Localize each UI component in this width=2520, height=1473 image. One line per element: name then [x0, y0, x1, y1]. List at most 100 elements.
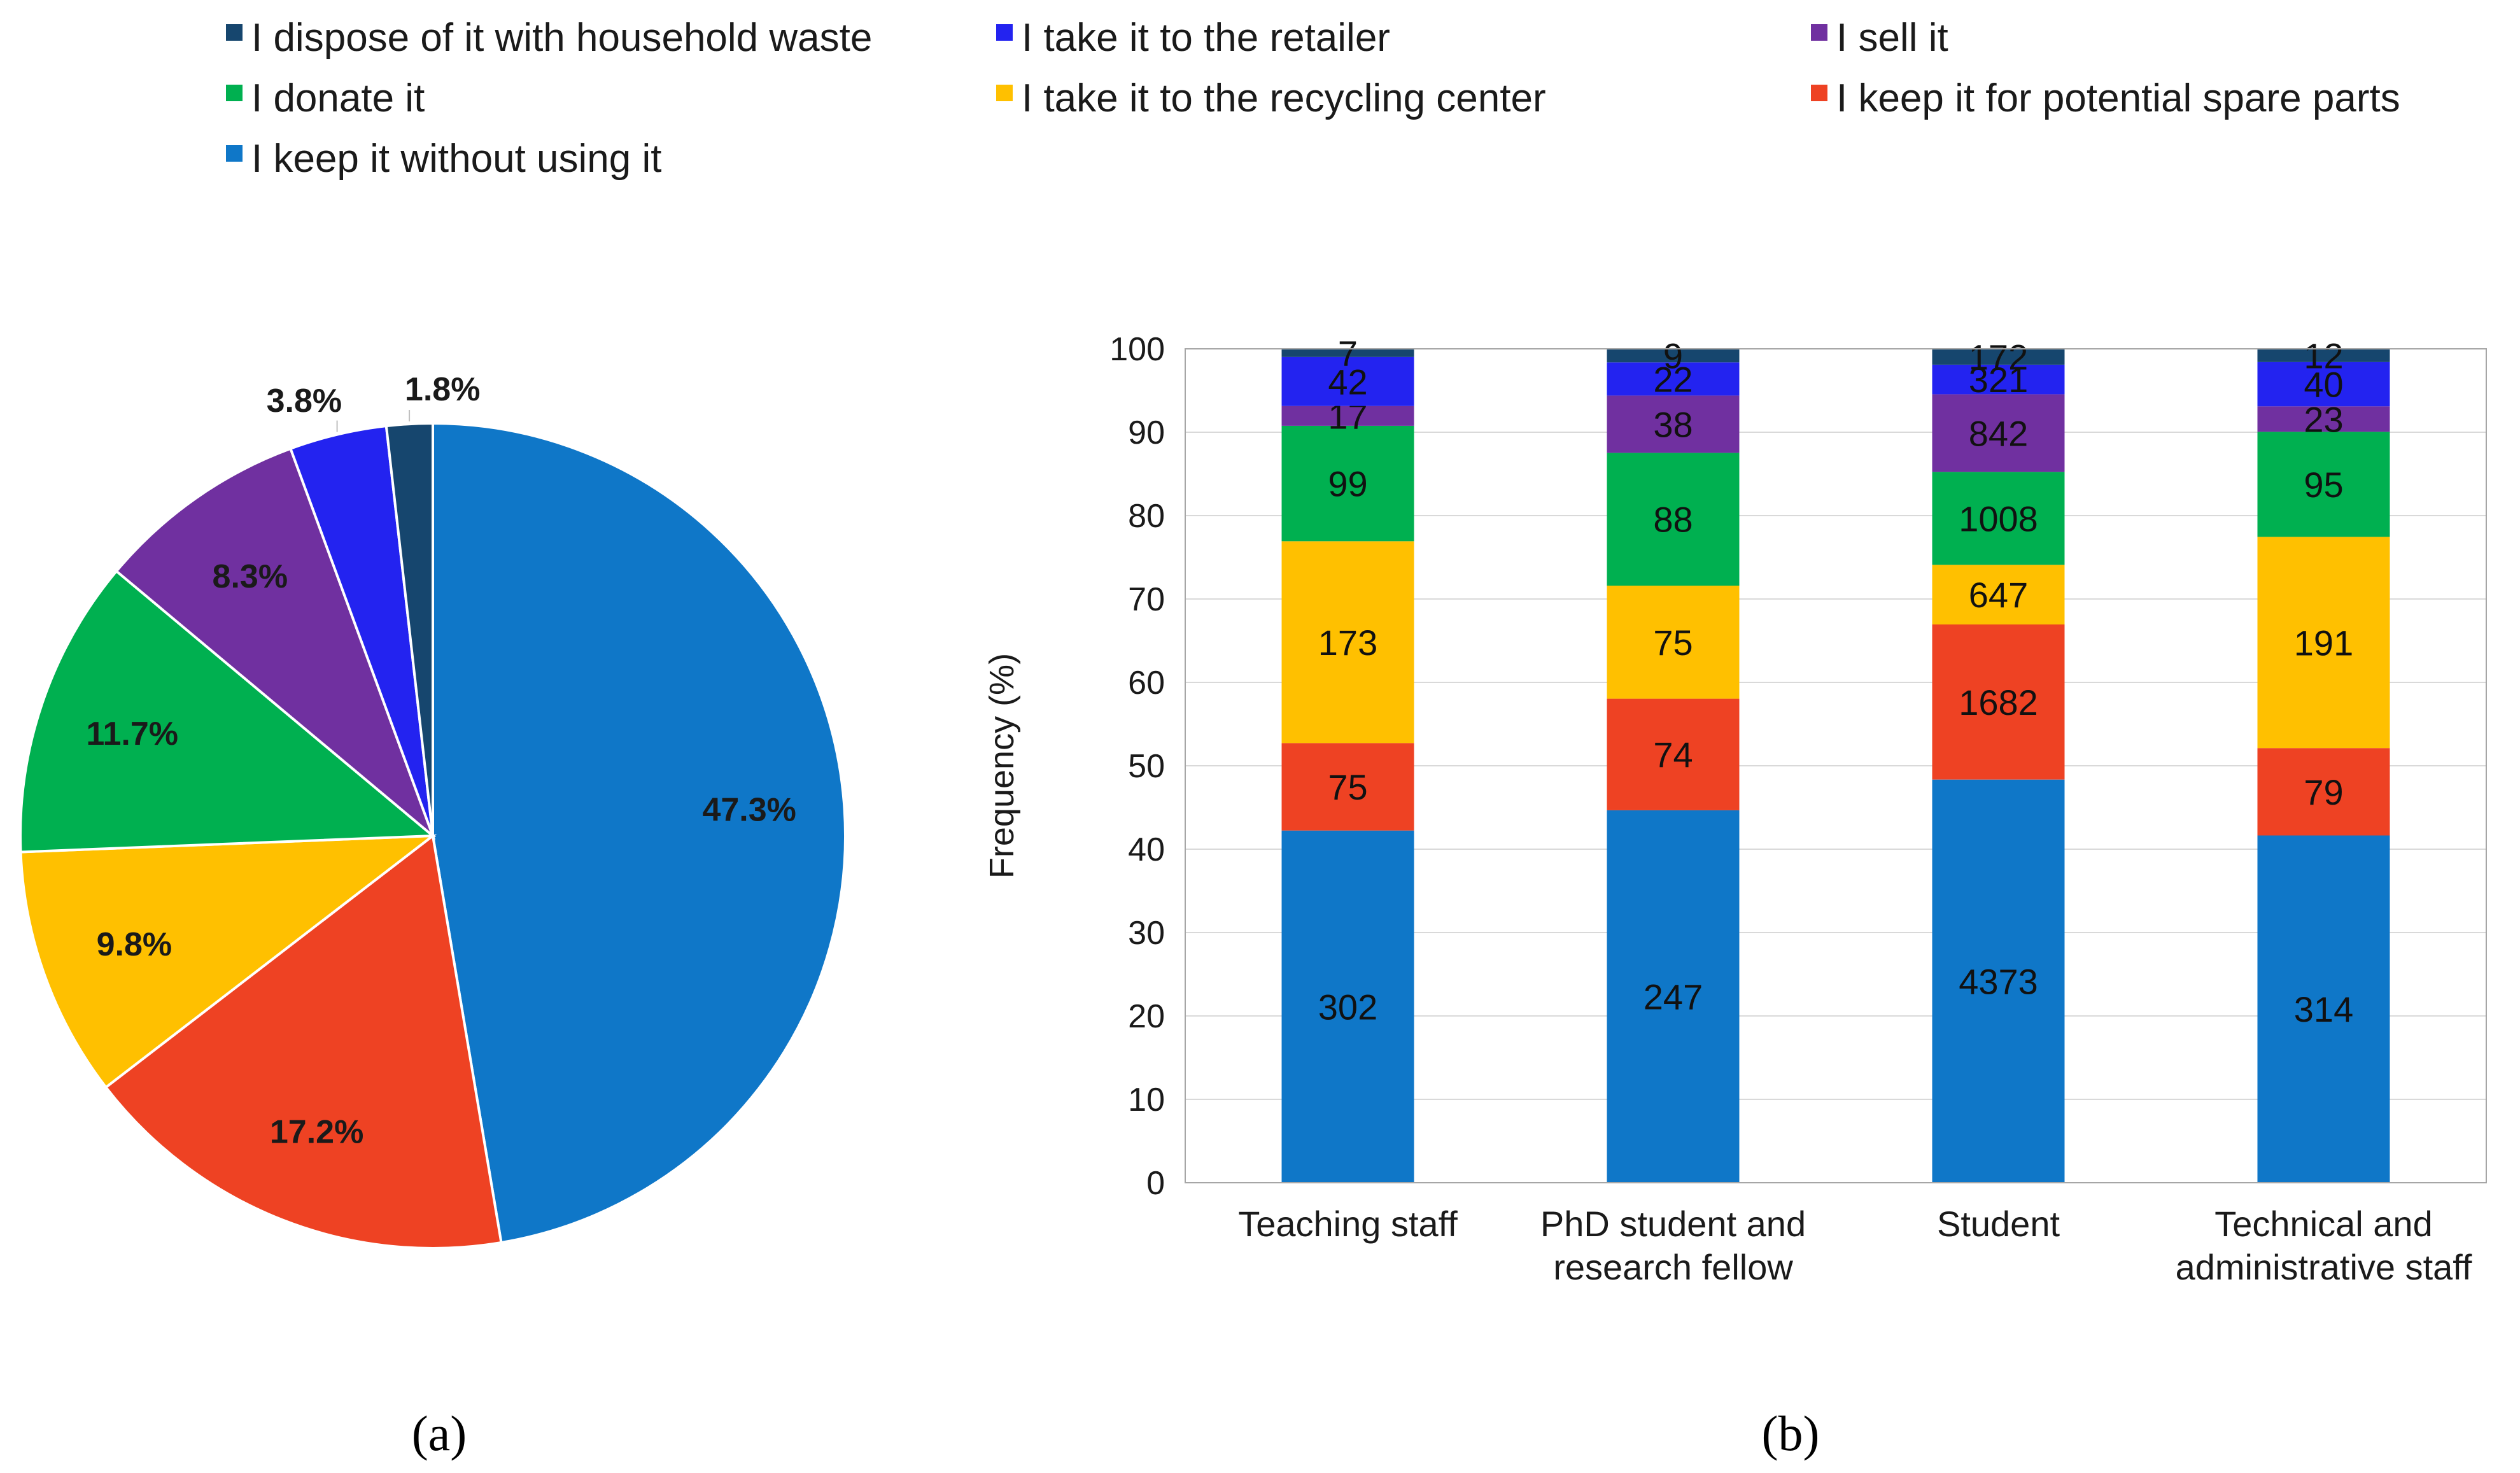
bar-segment: [1607, 395, 1740, 453]
bar-segment: [1932, 624, 2065, 780]
bar-value-label: 99: [1328, 464, 1367, 504]
bar-segment: [2257, 748, 2390, 836]
bar-value-label: 314: [2294, 989, 2353, 1029]
bar-value-label: 247: [1644, 976, 1703, 1017]
bar-segment: [1932, 565, 2065, 624]
legend-item: I keep it without using it: [226, 137, 661, 181]
bar-segment: [2257, 537, 2390, 749]
legend-label: I sell it: [1836, 16, 1948, 60]
bar-segment: [1281, 830, 1414, 1183]
legend-swatch: [996, 24, 1013, 41]
bar-value-label: 191: [2294, 623, 2353, 663]
bar-value-label: 74: [1653, 735, 1693, 775]
x-category-label: Technical and administrative staff: [2176, 1204, 2472, 1287]
bar-value-label: 173: [1318, 623, 1377, 663]
legend: I dispose of it with household waste I ta…: [226, 16, 2400, 181]
bar-value-label: 4373: [1959, 961, 2038, 1001]
pie-slice: [384, 421, 434, 836]
bar-segment: [1281, 356, 1414, 406]
bar-value-label: 9: [1663, 336, 1683, 376]
bar-value-label: 7: [1338, 333, 1358, 373]
bar-segment: [2257, 406, 2390, 432]
bar-value-label: 1682: [1959, 682, 2038, 722]
x-category-label: PhD student and research fellow: [1540, 1204, 1806, 1287]
legend-swatch: [226, 145, 243, 162]
legend-swatch: [226, 85, 243, 101]
y-tick-label: 0: [1146, 1165, 1165, 1202]
x-category-label: Teaching staff: [1238, 1204, 1458, 1244]
pie-slice-label: 47.3%: [702, 792, 796, 829]
legend-item: I donate it: [226, 76, 425, 120]
plot-frame: [1185, 348, 2487, 1183]
bar-segment: [1281, 743, 1414, 831]
y-tick-label: 50: [1128, 748, 1165, 785]
bar-value-label: 75: [1328, 767, 1367, 807]
bar-value-label: 95: [2304, 465, 2343, 505]
legend-item: I take it to the retailer: [996, 16, 1390, 60]
pie-slice-label: 8.3%: [213, 558, 288, 595]
y-tick-label: 80: [1128, 498, 1165, 535]
legend-label: I take it to the recycling center: [1022, 76, 1546, 120]
bar-segment: [1607, 585, 1740, 699]
legend-item: I keep it for potential spare parts: [1811, 76, 2400, 120]
bar-value-label: 22: [1653, 359, 1693, 399]
pie-slice-label: 17.2%: [270, 1113, 363, 1150]
bar-segment: [1607, 349, 1740, 363]
x-category-label: Student: [1937, 1204, 2060, 1244]
bar-segment: [2257, 362, 2390, 407]
legend-swatch: [1811, 85, 1827, 101]
bar-segment: [2257, 349, 2390, 362]
legend-label: I keep it for potential spare parts: [1836, 76, 2400, 120]
y-tick-label: 60: [1128, 665, 1165, 701]
bar-segment: [1281, 541, 1414, 744]
pie-slice-label: 9.8%: [97, 926, 172, 963]
y-axis-label: Frequency (%): [983, 653, 1021, 878]
legend-item: I take it to the recycling center: [996, 76, 1546, 120]
bar-value-label: 79: [2304, 772, 2343, 812]
legend-swatch: [996, 85, 1013, 101]
bar-segment: [1281, 425, 1414, 542]
bar-segment: [2257, 835, 2390, 1183]
legend-item: I dispose of it with household waste: [226, 16, 872, 60]
y-tick-label: 10: [1128, 1082, 1165, 1118]
bar-segment: [1607, 810, 1740, 1183]
bar-segment: [1932, 364, 2065, 395]
bar-segment: [1607, 362, 1740, 396]
stacked-bar-chart: 0 10 20 30 40 50 60 70 80 90 100 Frequency (%) 302 75…: [983, 331, 2487, 1287]
pie-slice: [19, 834, 437, 1089]
legend-label: I keep it without using it: [251, 137, 661, 181]
pie-slice-label: 11.7%: [86, 715, 178, 752]
bar-segment: [1281, 349, 1414, 357]
bar-value-label: 38: [1653, 404, 1693, 444]
bar-value-label: 75: [1653, 623, 1693, 663]
legend-label: I take it to the retailer: [1022, 16, 1390, 60]
y-tick-label: 100: [1109, 331, 1165, 368]
legend-label: I dispose of it with household waste: [251, 16, 872, 60]
bar-value-label: 321: [1969, 360, 2028, 400]
pie-slice: [432, 421, 847, 1244]
panel-label-b: (b): [1762, 1406, 1820, 1461]
bar-segment: [1932, 349, 2065, 365]
legend-swatch: [226, 24, 243, 41]
panel-label-a: (a): [412, 1406, 467, 1461]
bar-value-label: 88: [1653, 500, 1693, 540]
bar-value-label: 1008: [1959, 498, 2038, 539]
bar-value-label: 42: [1328, 362, 1367, 402]
bar-value-label: 40: [2304, 365, 2343, 405]
pie-slice-label: 3.8%: [267, 383, 342, 419]
bar-value-label: 172: [1969, 337, 2028, 377]
bar-segment: [1932, 394, 2065, 472]
legend-label: I donate it: [251, 76, 425, 120]
bar-segment: [1932, 472, 2065, 565]
bar-segments: 3027517399174272477475883822943731682647…: [1281, 333, 2390, 1183]
bar-segment: [1932, 779, 2065, 1183]
pie-slice-label: 1.8%: [405, 371, 481, 408]
pie-slice: [104, 833, 503, 1250]
pie-slice: [115, 447, 436, 840]
bar-segment: [1607, 698, 1740, 810]
bar-value-label: 12: [2304, 335, 2343, 376]
bar-value-label: 647: [1969, 575, 2028, 615]
y-tick-label: 70: [1128, 581, 1165, 618]
pie-chart: 47.3% 17.2% 9.8% 11.7% 8.3% 3.8% 1.8%: [19, 371, 847, 1250]
bar-value-label: 302: [1318, 987, 1377, 1027]
